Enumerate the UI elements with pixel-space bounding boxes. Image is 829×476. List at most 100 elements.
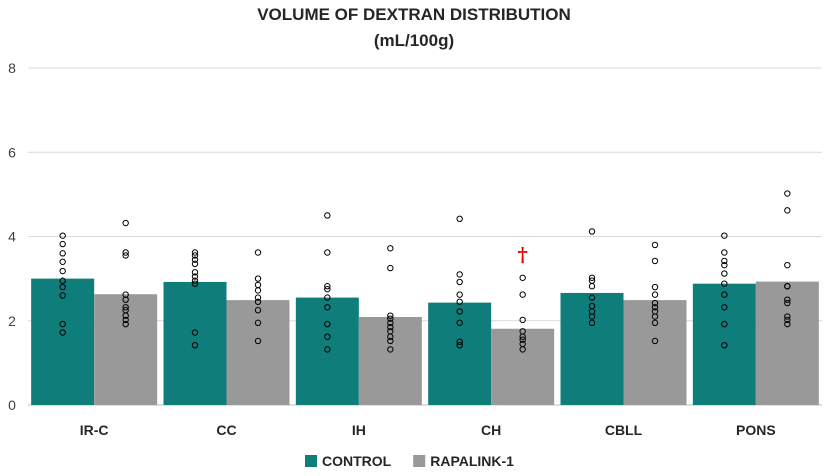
data-point-rapalink-1-ch (519, 291, 526, 298)
data-point-control-cbll (588, 294, 596, 301)
data-point-control-cbll (588, 283, 596, 290)
data-point-control-ih (324, 294, 331, 301)
y-tick-label: 4 (8, 229, 16, 245)
data-point-control-ih (324, 320, 331, 328)
data-point-rapalink-1-ir-c (122, 304, 129, 311)
data-point-control-cbll (588, 274, 596, 281)
data-point-control-pons (721, 257, 728, 265)
data-point-control-cc (191, 252, 199, 259)
data-point-rapalink-1-pons (784, 313, 791, 320)
data-point-rapalink-1-cc (254, 298, 262, 305)
data-point-control-pons (721, 320, 728, 328)
significance-dagger: † (517, 242, 527, 266)
data-point-control-pons (721, 304, 728, 311)
data-point-rapalink-1-cc (254, 287, 262, 294)
bar-control-pons (692, 283, 756, 405)
data-point-control-ch (456, 278, 463, 286)
data-point-rapalink-1-cc (254, 275, 262, 282)
legend-label-control: CONTROL (322, 453, 392, 469)
data-point-rapalink-1-ch (519, 316, 526, 324)
data-point-rapalink-1-ih (387, 333, 394, 340)
data-point-rapalink-1-cc (254, 294, 262, 301)
legend-label-rapalink-1: RAPALINK-1 (430, 453, 514, 469)
data-point-rapalink-1-pons (784, 207, 791, 214)
data-point-control-ir-c (59, 258, 66, 265)
data-point-rapalink-1-ir-c (122, 219, 129, 227)
data-point-control-ih (324, 285, 331, 293)
data-point-control-cc (191, 280, 199, 287)
bar-rapalink-1-ch (491, 328, 555, 405)
data-point-rapalink-1-ir-c (122, 312, 129, 319)
data-point-control-cbll (588, 313, 596, 320)
data-point-control-pons (721, 341, 728, 349)
x-tick-label: IH (352, 422, 366, 438)
data-point-rapalink-1-ih (387, 245, 394, 252)
data-point-control-pons (721, 232, 728, 239)
data-point-control-ir-c (59, 250, 66, 257)
data-point-rapalink-1-ih (387, 264, 394, 272)
y-axis-ticks: 0 2 4 6 8 (8, 60, 16, 413)
data-point-rapalink-1-ih (387, 315, 394, 322)
data-point-rapalink-1-pons (784, 320, 791, 328)
data-point-rapalink-1-cbll (651, 299, 659, 307)
data-point-control-cc (191, 329, 199, 336)
data-point-rapalink-1-cc (254, 337, 262, 345)
data-point-control-ih (324, 283, 331, 290)
data-point-control-pons (721, 270, 728, 277)
data-point-control-ch (456, 291, 463, 298)
data-point-control-ch (456, 341, 463, 349)
data-point-control-ch (456, 298, 463, 305)
data-point-control-pons (721, 261, 728, 269)
data-point-control-pons (721, 280, 728, 287)
annotations: † (517, 242, 527, 266)
data-point-control-ih (324, 212, 331, 219)
data-point-control-ir-c (59, 232, 66, 239)
data-point-control-ir-c (59, 267, 66, 275)
data-point-control-cc (191, 277, 199, 284)
data-point-rapalink-1-ch (519, 346, 526, 353)
data-point-rapalink-1-ih (387, 323, 394, 331)
data-point-control-ir-c (59, 240, 66, 248)
data-point-rapalink-1-ih (387, 337, 394, 345)
chart-title: VOLUME OF DEXTRAN DISTRIBUTION (257, 5, 571, 24)
data-point-control-cc (191, 269, 199, 276)
gridlines (28, 67, 822, 406)
data-point-rapalink-1-cc (254, 281, 262, 289)
bar-control-ir-c (31, 278, 95, 405)
data-point-rapalink-1-ir-c (122, 296, 129, 303)
data-point-rapalink-1-ih (387, 312, 394, 319)
data-point-rapalink-1-ir-c (122, 249, 129, 256)
data-point-rapalink-1-ch (519, 333, 526, 340)
bar-rapalink-1-ir-c (94, 294, 158, 405)
data-point-control-ir-c (59, 277, 66, 284)
bar-control-cc (163, 281, 227, 405)
x-tick-label: PONS (736, 422, 776, 438)
data-point-rapalink-1-cbll (651, 319, 659, 327)
data-point-rapalink-1-ih (387, 319, 394, 327)
x-tick-label: CC (216, 422, 236, 438)
data-points (59, 190, 791, 353)
data-point-rapalink-1-ir-c (122, 320, 129, 328)
data-point-control-ih (324, 249, 331, 256)
bar-rapalink-1-cbll (623, 300, 687, 405)
data-point-rapalink-1-cbll (651, 257, 659, 265)
data-point-control-ir-c (59, 320, 66, 328)
y-tick-label: 0 (8, 397, 16, 413)
data-point-rapalink-1-cc (254, 307, 262, 314)
data-point-control-cc (191, 273, 199, 280)
data-point-control-cc (191, 260, 199, 268)
x-axis: IR-C CC IH CH CBLL PONS (80, 422, 776, 438)
legend-swatch-control (305, 455, 317, 467)
data-point-rapalink-1-ih (387, 346, 394, 353)
data-point-rapalink-1-ch (519, 336, 526, 343)
data-point-control-cbll (588, 319, 596, 327)
data-point-rapalink-1-pons (784, 296, 791, 303)
x-tick-label: CH (481, 422, 501, 438)
data-point-rapalink-1-cbll (651, 304, 659, 311)
bar-control-ch (428, 302, 492, 405)
data-point-rapalink-1-cbll (651, 337, 659, 345)
data-point-rapalink-1-cbll (651, 283, 659, 291)
data-point-control-ch (456, 319, 463, 327)
data-point-rapalink-1-ch (519, 274, 526, 281)
